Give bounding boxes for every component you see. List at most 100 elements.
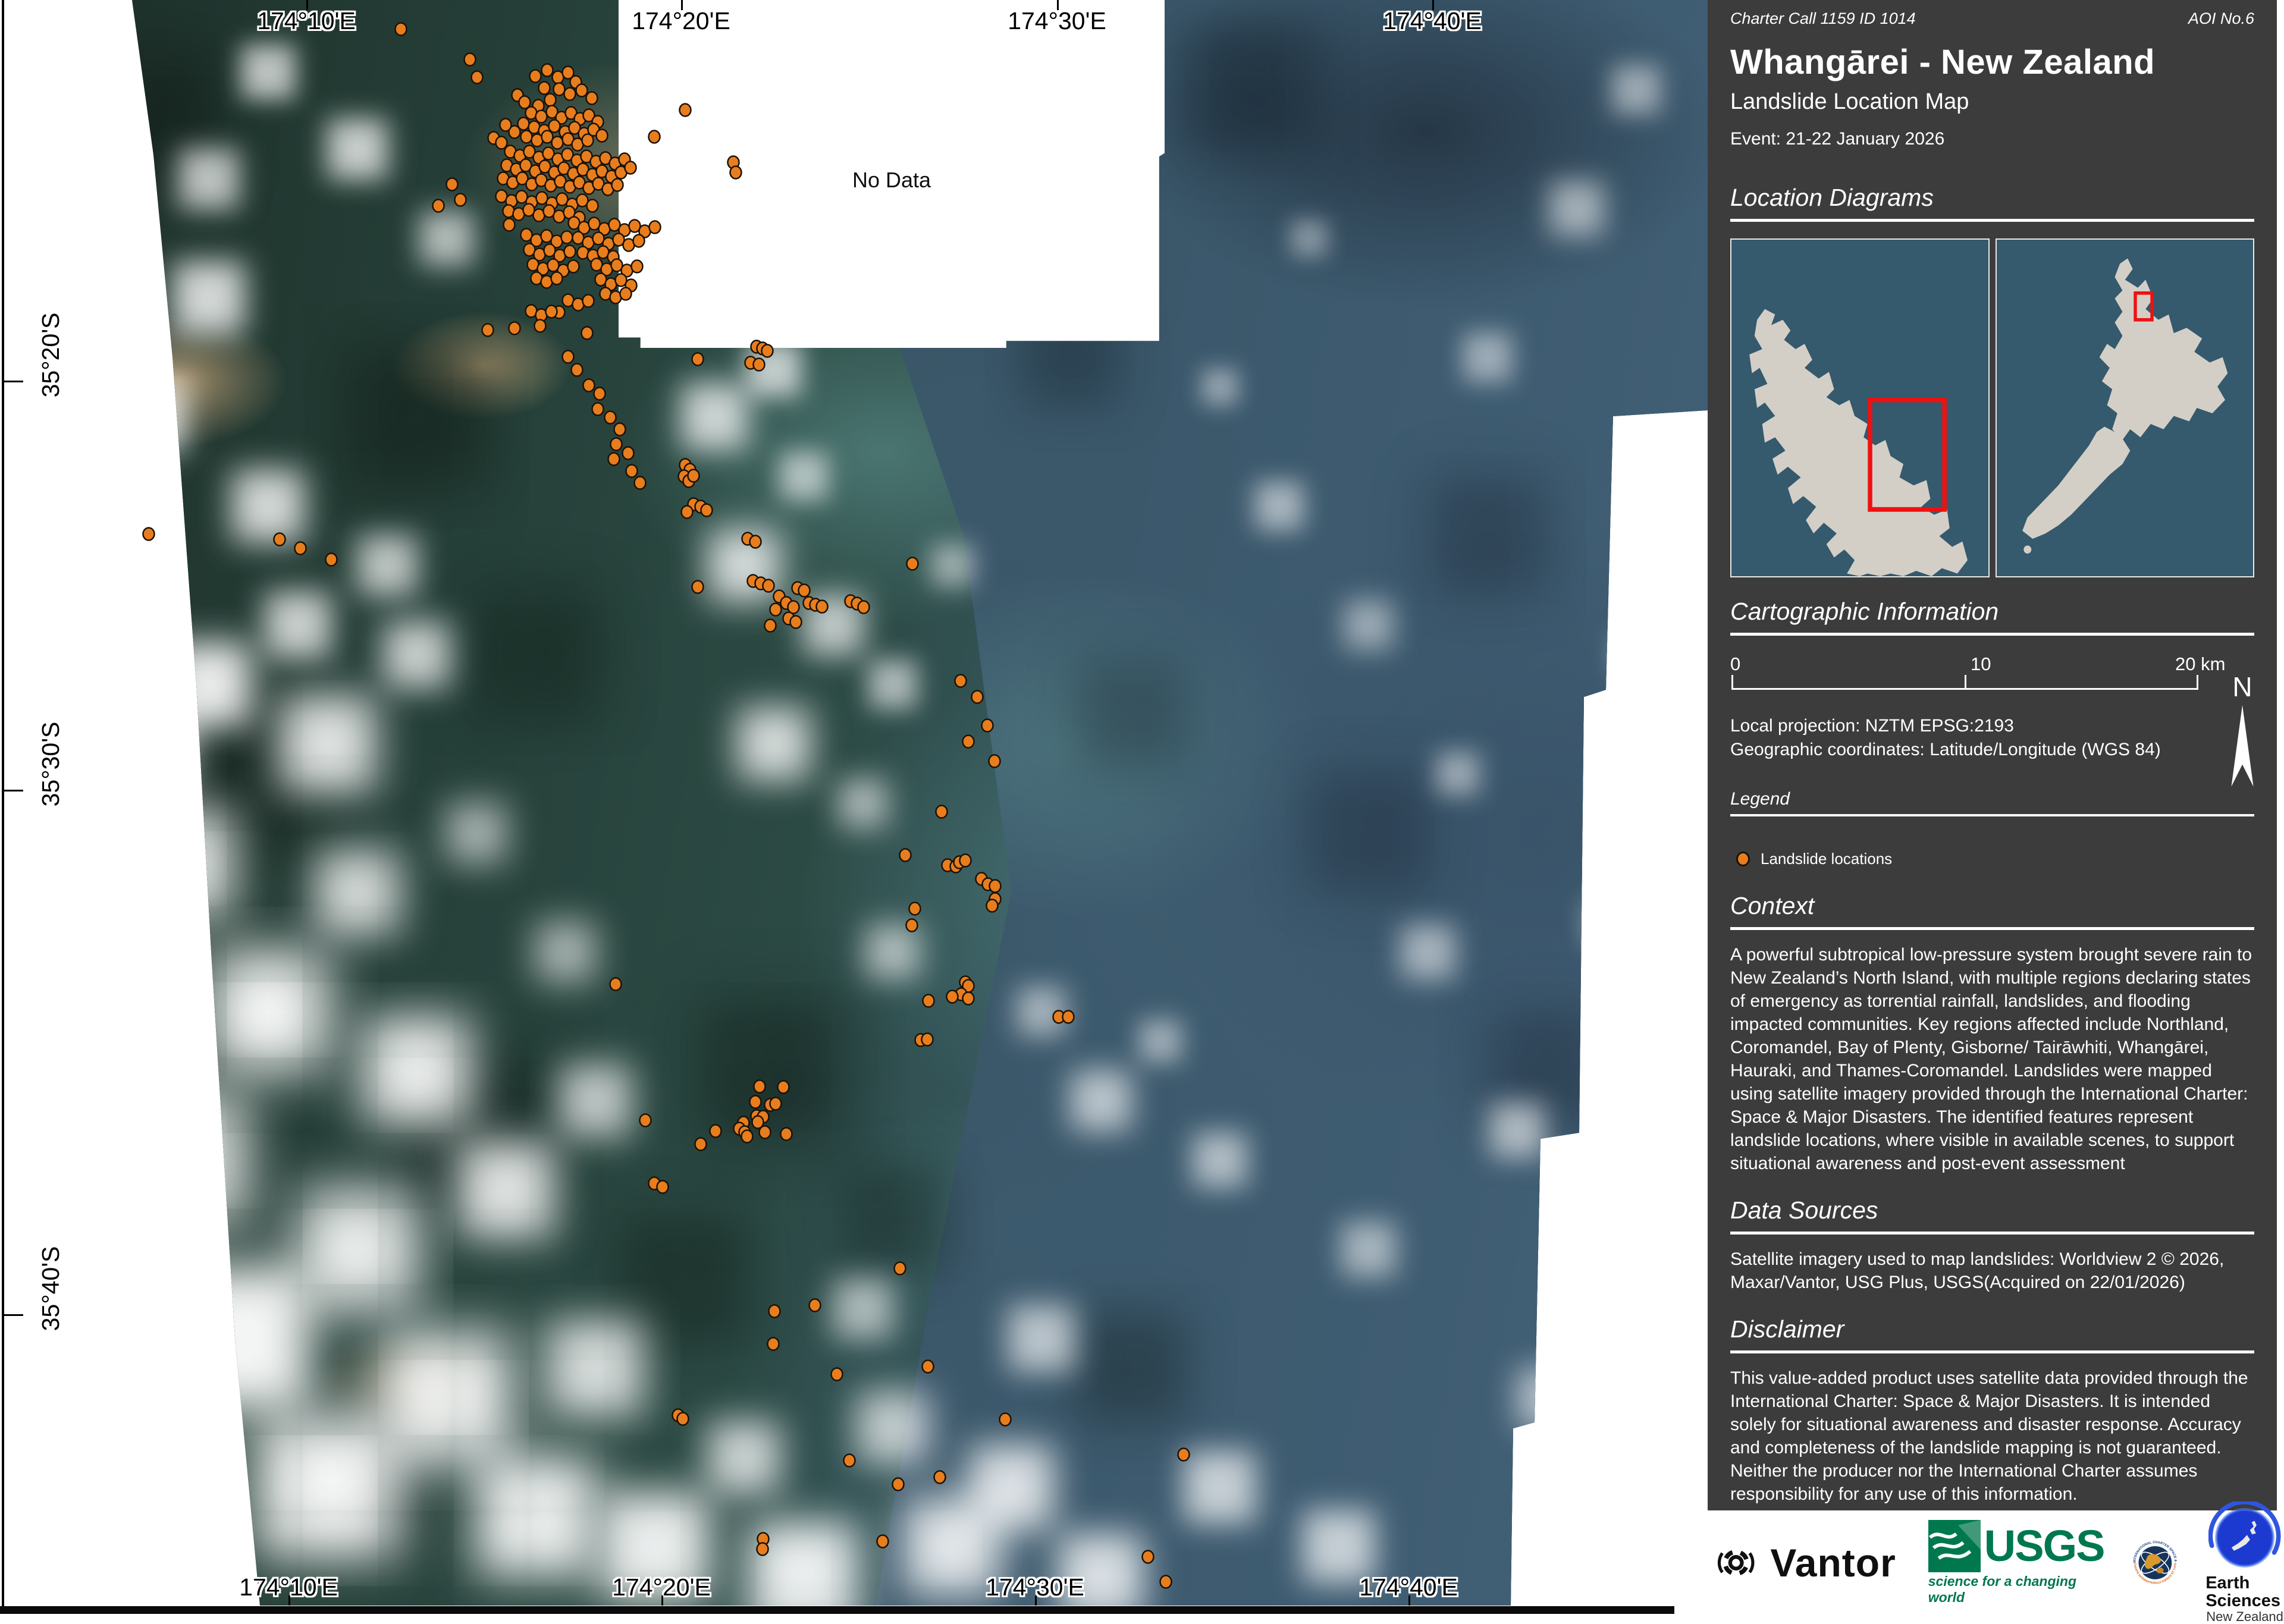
landslide-point [519, 158, 532, 172]
usgs-tagline: science for a changing world [1928, 1573, 2077, 1605]
landslide-point [700, 503, 713, 517]
landslide-point [563, 244, 576, 259]
graticule-tick [306, 0, 308, 10]
graticule-tick [3, 381, 23, 382]
landslide-dot-icon [1736, 852, 1750, 866]
landslide-point [551, 136, 564, 150]
page-subtitle: Landslide Location Map [1730, 89, 1969, 114]
landslide-point [535, 109, 548, 124]
landslide-point [325, 552, 338, 567]
landslide-point [691, 580, 704, 594]
landslide-point [905, 918, 918, 932]
landslide-point [989, 879, 1002, 893]
scale-0: 0 [1730, 654, 1741, 674]
landslide-point [777, 1080, 790, 1094]
landslide-point [921, 1359, 934, 1374]
section-disclaimer: Disclaimer [1730, 1315, 2254, 1353]
landslide-point [749, 1095, 762, 1109]
landslide-point [576, 193, 589, 208]
scale-bar: 0 10 20 km [1730, 654, 2254, 711]
landslide-point [560, 230, 573, 244]
longitude-label-top: 174°30'E [1008, 7, 1106, 34]
landslide-point [899, 848, 912, 862]
inset-map-northland [1730, 238, 1990, 577]
landslide-point [751, 1115, 764, 1129]
landslide-point [625, 464, 638, 478]
landslide-point [515, 190, 528, 204]
landslide-point [622, 446, 635, 460]
landslide-point [534, 319, 547, 333]
legend-item-landslide: Landslide locations [1736, 850, 2254, 868]
landslide-point [946, 990, 959, 1004]
landslide-point [520, 130, 533, 144]
landslide-point [962, 734, 975, 749]
landslide-point [876, 1534, 889, 1548]
landslide-point [495, 136, 508, 150]
landslide-point [540, 229, 553, 243]
landslide-point [1159, 1575, 1172, 1589]
landslide-point [604, 410, 617, 425]
landslide-point [986, 899, 999, 913]
landslide-point [523, 145, 536, 159]
landslide-point [769, 1097, 782, 1111]
landslide-point [764, 618, 777, 633]
landslide-point [609, 977, 622, 991]
graticule-tick [1408, 1595, 1410, 1606]
landslide-point [522, 203, 535, 217]
landslide-point [518, 95, 531, 109]
landslide-point [545, 304, 558, 319]
landslide-point [542, 146, 555, 161]
landslide-point [741, 1129, 754, 1144]
landslide-point [508, 125, 521, 139]
no-data-label: No Data [852, 168, 931, 192]
south-island-landmass [2022, 426, 2130, 539]
landslide-point [767, 1337, 780, 1351]
landslide-point [547, 258, 560, 272]
landslide-point [585, 91, 598, 105]
landslide-point [499, 118, 512, 132]
landslide-point [593, 387, 606, 401]
longitude-label-top: 174°10'E [257, 7, 356, 34]
landslide-point [508, 321, 521, 335]
landslide-point [935, 805, 948, 819]
graticule-tick [661, 1595, 663, 1606]
north-island-landmass [2099, 258, 2227, 440]
landslide-point [563, 87, 576, 101]
north-arrow-icon [2231, 705, 2254, 787]
section-context: Context [1730, 892, 2254, 930]
graticule-tick [1057, 0, 1059, 10]
landslide-point [830, 1367, 843, 1381]
graticule-tick [1432, 0, 1434, 10]
landslide-point [463, 52, 476, 67]
landslide-point [481, 323, 494, 337]
landslide-point [581, 326, 594, 340]
usgs-icon [1928, 1519, 1981, 1572]
landslide-point [971, 690, 984, 704]
landslide-point [613, 422, 626, 436]
landslide-point [933, 1470, 946, 1484]
landslide-point [516, 171, 529, 186]
landslide-point [612, 233, 625, 247]
graticule-tick [3, 790, 23, 791]
esnz-line2: New Zealand [2206, 1609, 2283, 1624]
section-location-diagrams: Location Diagrams [1730, 184, 2254, 222]
landslide-point [787, 600, 800, 614]
event-date: Event: 21-22 January 2026 [1730, 129, 1945, 149]
north-label: N [2232, 671, 2252, 702]
landslide-point [959, 853, 972, 868]
longitude-label-top: 174°20'E [632, 7, 730, 34]
latitude-label-left: 35°30'S [36, 721, 64, 807]
landslide-point [628, 219, 641, 233]
landslide-point [588, 216, 601, 231]
landslide-point [694, 1137, 707, 1151]
section-legend: Legend [1730, 789, 2254, 816]
landslide-point [808, 1298, 821, 1312]
latitude-label-left: 35°20'S [36, 312, 64, 398]
landslide-point [648, 220, 661, 234]
landslide-point [709, 1124, 722, 1138]
landslide-point [1177, 1447, 1190, 1462]
landslide-point [520, 228, 533, 242]
landslide-point [753, 1079, 766, 1094]
landslide-point [273, 532, 286, 546]
landslide-point [432, 199, 445, 213]
